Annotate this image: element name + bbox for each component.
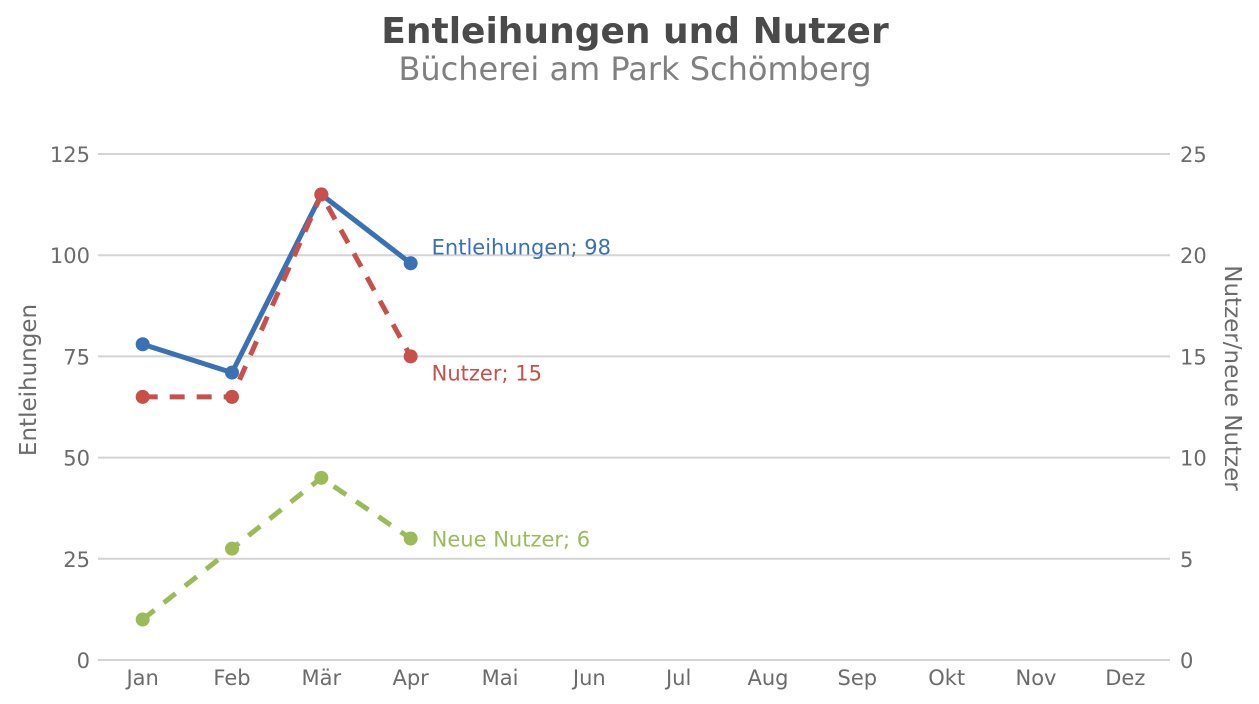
- data-point: [403, 531, 418, 546]
- x-tick-label: Jan: [124, 666, 158, 690]
- left-tick-label: 25: [63, 548, 90, 572]
- chart-title: Entleihungen und Nutzer: [381, 11, 889, 52]
- x-tick-label: Sep: [838, 666, 878, 690]
- right-axis-label: Nutzer/neue Nutzer: [1219, 265, 1245, 491]
- x-tick-label: Jun: [571, 666, 606, 690]
- series-entleihungen: Entleihungen; 98: [135, 187, 611, 380]
- series-end-label: Nutzer; 15: [432, 361, 542, 385]
- x-tick-label: Apr: [392, 666, 429, 690]
- left-tick-label: 50: [63, 447, 90, 471]
- right-tick-label: 0: [1180, 649, 1193, 673]
- data-point: [135, 389, 150, 404]
- gridlines: [98, 153, 1170, 661]
- series-layer: Neue Nutzer; 6 Entleihungen; 98 Nutzer; 15: [135, 187, 611, 627]
- x-tick-label: Aug: [747, 666, 788, 690]
- left-tick-label: 0: [77, 649, 90, 673]
- right-tick-label: 20: [1180, 244, 1207, 268]
- x-tick-label: Jul: [664, 666, 691, 690]
- right-tick-label: 10: [1180, 447, 1207, 471]
- series-neue-nutzer: Neue Nutzer; 6: [135, 470, 590, 627]
- x-tick-label: Mär: [302, 666, 342, 690]
- data-point: [225, 541, 239, 556]
- x-tick-label: Nov: [1016, 666, 1057, 690]
- left-tick-label: 100: [50, 244, 90, 268]
- chart-subtitle: Bücherei am Park Schömberg: [398, 50, 871, 88]
- data-point: [403, 256, 418, 271]
- series-line: [141, 475, 413, 622]
- x-tick-label: Mai: [482, 666, 519, 690]
- x-tick-label: Dez: [1105, 666, 1145, 690]
- series-end-label: Neue Nutzer; 6: [432, 528, 590, 552]
- left-tick-label: 125: [50, 143, 90, 167]
- left-axis-label: Entleihungen: [16, 304, 42, 456]
- x-axis-ticks: Jan Feb Mär Apr Mai Jun Jul Aug Sep Okt Nov Dez: [124, 666, 1145, 690]
- data-point: [225, 365, 239, 380]
- x-tick-label: Okt: [928, 666, 965, 690]
- left-axis-ticks: 0 25 50 75 100 125: [50, 143, 90, 673]
- series-line: [141, 191, 413, 376]
- data-point: [225, 389, 239, 404]
- left-tick-label: 75: [63, 345, 90, 369]
- series-end-label: Entleihungen; 98: [432, 235, 611, 259]
- data-point: [135, 612, 150, 627]
- right-tick-label: 5: [1180, 548, 1193, 572]
- data-point: [403, 349, 418, 364]
- series-nutzer: Nutzer; 15: [135, 187, 542, 404]
- data-point: [135, 337, 150, 352]
- right-axis-ticks: 0 5 10 15 20 25: [1180, 143, 1207, 673]
- right-tick-label: 15: [1180, 345, 1207, 369]
- data-point: [314, 470, 329, 485]
- series-line: [142, 191, 413, 400]
- right-tick-label: 25: [1180, 143, 1207, 167]
- data-point: [314, 187, 329, 202]
- x-tick-label: Feb: [213, 666, 250, 690]
